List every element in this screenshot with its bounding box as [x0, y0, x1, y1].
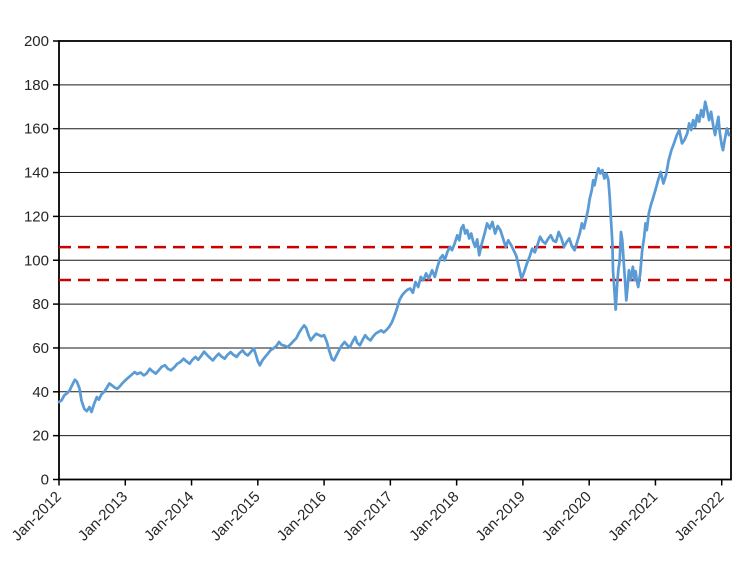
y-tick-label: 120: [24, 208, 49, 225]
y-tick-label: 0: [41, 472, 49, 489]
y-tick-label: 80: [32, 296, 49, 313]
plot-border: [58, 40, 732, 481]
y-tick-label: 100: [24, 252, 49, 269]
y-tick-label: 40: [32, 384, 49, 401]
y-tick-label: 20: [32, 428, 49, 445]
price-series: [57, 100, 731, 414]
y-tick-label: 200: [24, 33, 49, 50]
y-tick-label: 60: [32, 340, 49, 357]
y-tick-label: 160: [24, 121, 49, 138]
y-tick-label: 140: [24, 165, 49, 182]
y-tick-label: 180: [24, 77, 49, 94]
